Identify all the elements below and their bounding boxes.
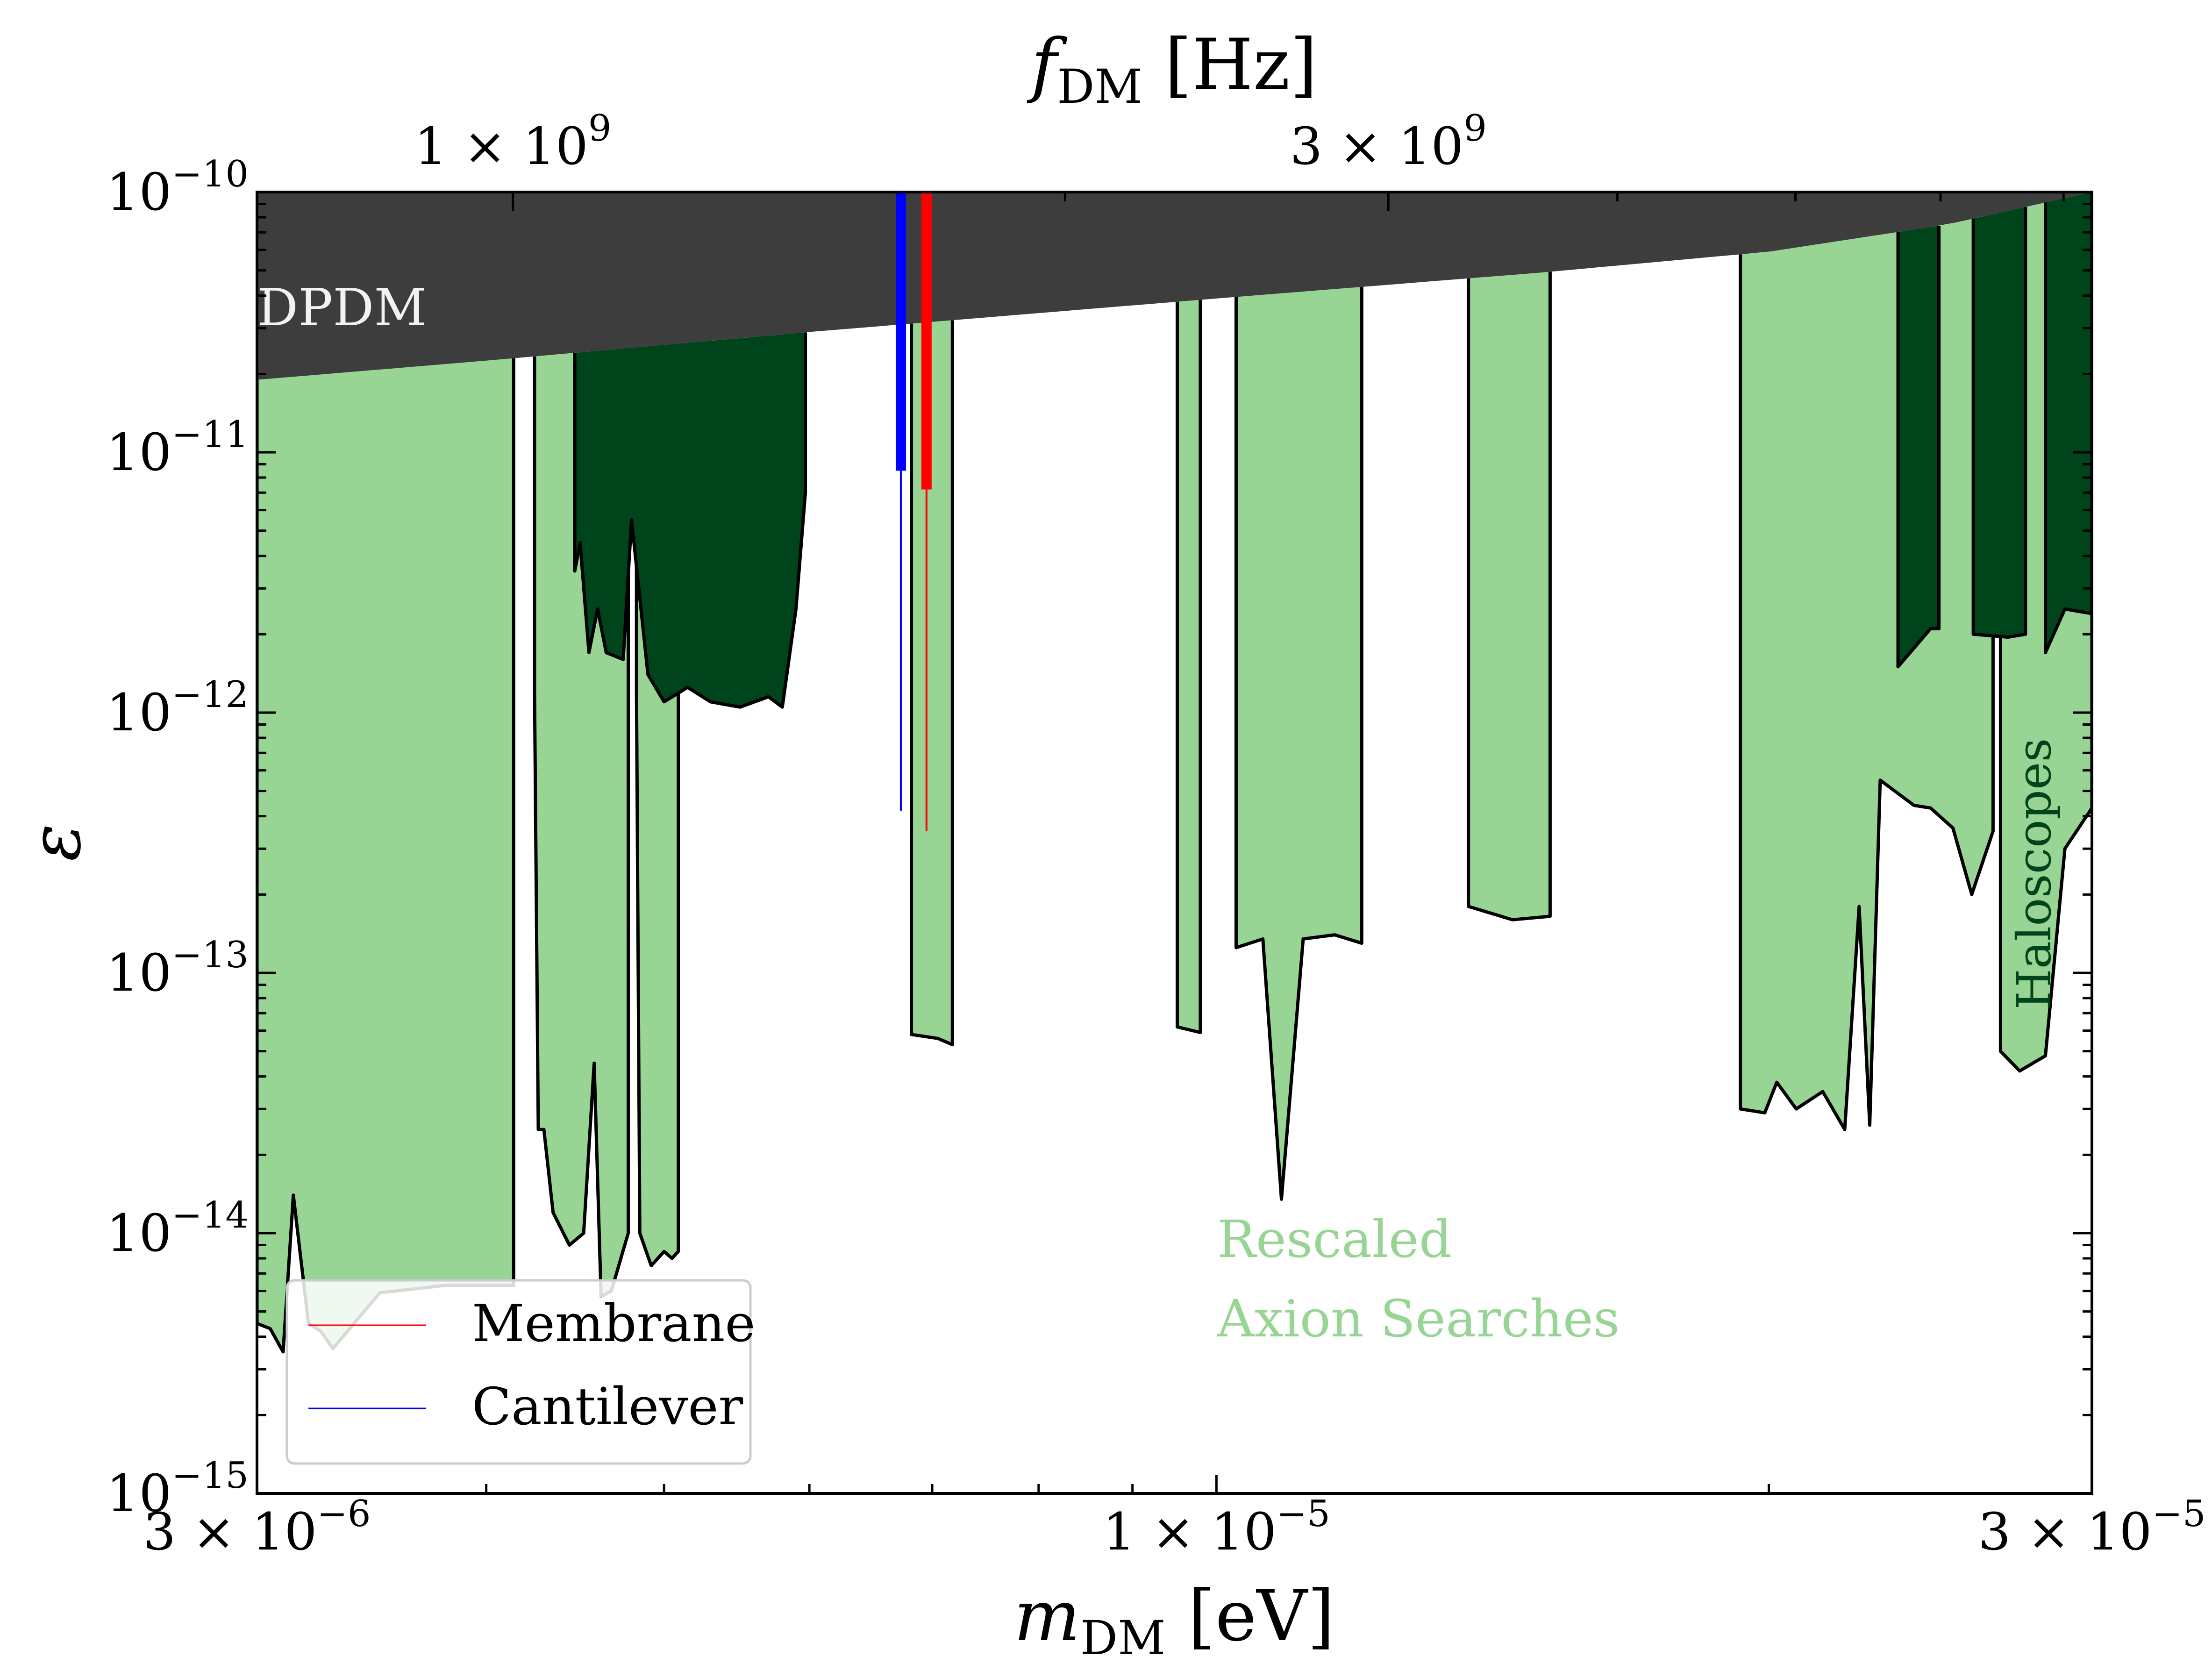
x-tick-label-2-part: 3 ×: [1978, 1502, 2086, 1562]
rescaled-region-4-outline: [1176, 300, 1202, 1035]
rescaled-region-5-fill: [1236, 286, 1362, 1200]
haloscopes-annotation: Haloscopes: [2007, 738, 2062, 1009]
top-tick-label-1-part: 3 ×: [1290, 116, 1398, 176]
y-tick-label-2: 10−12: [106, 674, 249, 743]
y-tick-label-3: 10−13: [106, 934, 249, 1003]
legend: Membrane Cantilever: [285, 1279, 756, 1465]
y-tick-label-1-part: −11: [171, 414, 249, 456]
x-axis-label: mDM [eV]: [1014, 1576, 1335, 1665]
top-tick-label-1: 3 × 109: [1290, 107, 1487, 176]
haloscope-region-3: [2044, 192, 2092, 655]
rescaled-region-3-outline: [910, 320, 954, 1047]
x-tick-label-0-part: 10: [252, 1502, 317, 1562]
legend-cantilever-label: Cantilever: [472, 1377, 743, 1436]
haloscope-region-3-fill: [2045, 192, 2092, 653]
x-tick-label-2-part: −5: [2152, 1493, 2206, 1535]
y-tick-label-4-part: −14: [171, 1194, 249, 1236]
rescaled-region-2-outline: [635, 343, 680, 1268]
rescaled-region-8-outline: [1998, 192, 2092, 1073]
legend-membrane-label: Membrane: [472, 1293, 756, 1353]
x-tick-label-2-part: 10: [2087, 1502, 2152, 1562]
y-tick-label-5-part: −15: [171, 1455, 249, 1497]
rescaled-annotation-line1: Rescaled: [1217, 1209, 1452, 1269]
rescaled-region-7-outline: [1739, 214, 1995, 1131]
legend-box: [285, 1279, 752, 1465]
haloscope-regions: [573, 192, 2092, 709]
x-tick-label-1-part: −5: [1277, 1493, 1330, 1535]
x-tick-label-0-part: −6: [317, 1493, 371, 1535]
x-tick-label-1-part: 10: [1211, 1502, 1277, 1562]
rescaled-region-3: [910, 320, 954, 1047]
x-tick-label-0: 3 × 10−6: [143, 1493, 371, 1562]
axis-ticks: [256, 191, 2093, 1495]
y-tick-label-2-part: −12: [171, 674, 249, 716]
top-tick-label-0: 1 × 109: [414, 107, 612, 176]
haloscope-region-0: [573, 332, 807, 709]
y-axis-label: ε: [15, 824, 96, 862]
rescaled-region-0: [257, 358, 515, 1354]
rescaled-region-3-fill: [911, 320, 953, 1045]
rescaled-region-6-outline: [1467, 271, 1552, 921]
x-tick-label-1: 1 × 10−5: [1103, 1493, 1330, 1562]
rescaled-region-6-fill: [1468, 271, 1550, 920]
y-tick-label-0-part: −10: [171, 153, 249, 195]
y-tick-label-1-part: 10: [106, 422, 171, 482]
x-tick-label-0-part: 3 ×: [143, 1502, 251, 1562]
probe-lines: [895, 192, 932, 831]
top-tick-label-0-part: 1 ×: [414, 116, 523, 176]
top-tick-label-1-part: 10: [1398, 116, 1463, 176]
dpdm-region: [257, 192, 2092, 380]
y-tick-label-4: 10−14: [106, 1194, 249, 1263]
dpdm-annotation: DPDM: [257, 278, 427, 337]
plot-frame: [256, 191, 2093, 1495]
rescaled-region-5: [1234, 286, 1363, 1201]
x-tick-label-2: 3 × 10−5: [1978, 1493, 2205, 1562]
haloscope-region-3-outline: [2044, 192, 2092, 655]
rescaled-region-4: [1176, 300, 1202, 1035]
y-tick-label-0: 10−10: [106, 153, 249, 222]
y-tick-label-3-part: −13: [171, 934, 249, 976]
top-tick-label-1-part: 9: [1463, 107, 1487, 150]
rescaled-region-0-fill: [257, 358, 514, 1352]
rescaled-annotation-line2: Axion Searches: [1217, 1289, 1620, 1349]
haloscope-region-0-outline: [573, 332, 807, 709]
haloscope-region-2-fill: [1973, 207, 2026, 637]
rescaled-region-5-outline: [1234, 286, 1363, 1201]
haloscope-region-2-outline: [1971, 207, 2027, 639]
top-tick-label-0-part: 9: [588, 107, 612, 150]
haloscope-region-2: [1971, 207, 2027, 639]
y-tick-label-3-part: 10: [106, 943, 171, 1003]
y-tick-label-1: 10−11: [106, 414, 249, 482]
y-tick-label-4-part: 10: [106, 1203, 171, 1263]
x-tick-label-1-part: 1 ×: [1103, 1502, 1211, 1562]
haloscope-region-0-fill: [575, 332, 806, 707]
top-axis-label: fDM [Hz]: [1027, 24, 1318, 114]
haloscope-region-1-fill: [1898, 226, 1939, 667]
y-tick-label-0-part: 10: [106, 162, 171, 222]
haloscope-region-1-outline: [1896, 226, 1941, 669]
haloscope-region-1: [1896, 226, 1941, 669]
y-tick-label-5-part: 10: [106, 1464, 171, 1523]
y-tick-label-5: 10−15: [106, 1455, 249, 1523]
rescaled-region-6: [1467, 271, 1552, 921]
y-tick-label-2-part: 10: [106, 683, 171, 743]
plot-area: [257, 192, 2092, 1354]
rescaled-region-4-fill: [1177, 300, 1200, 1033]
top-tick-label-0-part: 10: [523, 116, 588, 176]
